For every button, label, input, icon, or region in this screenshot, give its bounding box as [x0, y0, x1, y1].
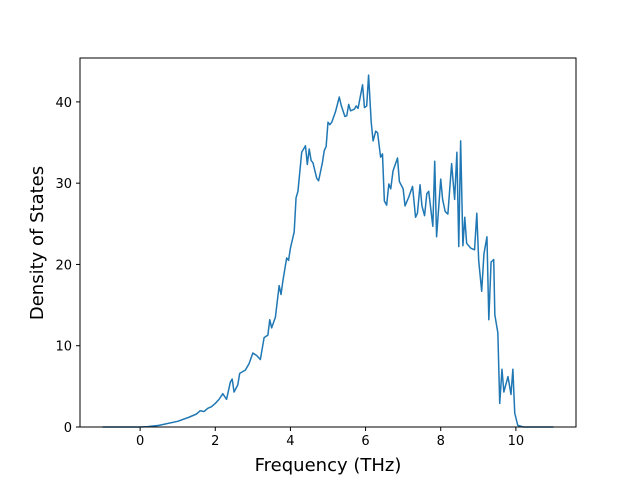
x-tick-label: 4 [286, 434, 294, 449]
y-tick-label: 20 [55, 258, 72, 273]
y-axis-label: Density of States [27, 166, 48, 320]
y-tick-label: 30 [55, 177, 72, 192]
x-tick-label: 6 [361, 434, 369, 449]
x-tick-label: 0 [136, 434, 144, 449]
x-axis-label: Frequency (THz) [255, 455, 402, 476]
plot-frame [79, 57, 577, 428]
x-tick-label: 8 [437, 434, 445, 449]
x-tick-label: 10 [508, 434, 525, 449]
y-tick-label: 0 [64, 421, 72, 436]
data-line [102, 74, 554, 428]
y-tick-label: 40 [55, 96, 72, 111]
x-tick-label: 2 [211, 434, 219, 449]
y-tick-label: 10 [55, 340, 72, 355]
